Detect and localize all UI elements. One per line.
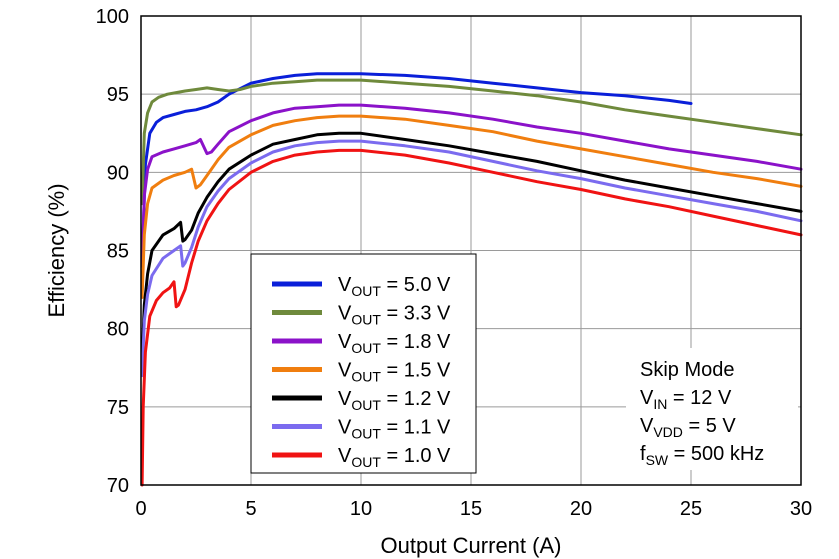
series-line-5 <box>140 131 803 362</box>
y-tick-label: 90 <box>107 162 129 184</box>
series-line-2 <box>140 78 803 206</box>
y-tick-label: 70 <box>107 475 129 497</box>
legend-label: VOUT = 5.0 V <box>338 274 451 299</box>
legend-label: VOUT = 1.8 V <box>338 331 451 356</box>
x-tick-label: 15 <box>460 498 482 520</box>
y-tick-label: 75 <box>107 397 129 419</box>
y-tick-label: 80 <box>107 319 129 341</box>
x-tick-label: 0 <box>135 498 146 520</box>
plot-area-frame <box>140 15 802 486</box>
series-line-3 <box>140 103 803 268</box>
series-line-1 <box>140 72 693 268</box>
series-line-7 <box>140 148 803 487</box>
x-tick-label: 25 <box>680 498 702 520</box>
x-tick-label: 10 <box>350 498 372 520</box>
x-tick-label: 30 <box>790 498 812 520</box>
x-tick-label: 20 <box>570 498 592 520</box>
annotation-line: Skip Mode <box>640 359 735 381</box>
x-tick-label: 5 <box>245 498 256 520</box>
x-axis-ticks: 0 5 10 15 20 25 30 <box>135 498 812 520</box>
legend-box <box>250 253 477 474</box>
annotation-background <box>626 348 798 470</box>
y-tick-label: 95 <box>107 84 129 106</box>
legend-label: VOUT = 1.0 V <box>338 445 451 470</box>
y-tick-label: 100 <box>96 6 129 28</box>
series-lines <box>140 72 803 487</box>
y-tick-label: 85 <box>107 241 129 263</box>
series-line-4 <box>140 114 803 299</box>
y-axis-ticks: 70 75 80 85 90 95 100 <box>96 6 129 497</box>
x-axis-label: Output Current (A) <box>381 533 562 558</box>
legend-label: VOUT = 1.2 V <box>338 388 451 413</box>
y-axis-label: Efficiency (%) <box>44 183 69 317</box>
series-line-6 <box>140 139 803 378</box>
